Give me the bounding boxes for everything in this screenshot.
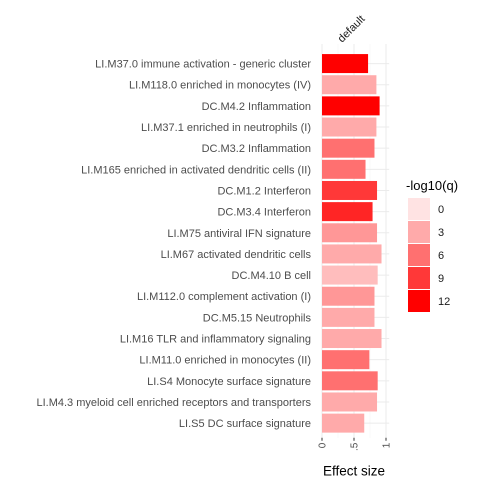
bar <box>322 202 373 222</box>
bar <box>322 244 382 264</box>
category-label: LI.M112.0 complement activation (I) <box>137 291 311 303</box>
x-axis-ticks: 0.5 1 <box>318 437 393 451</box>
bar <box>322 180 378 200</box>
legend-label: 6 <box>438 250 444 262</box>
column-label: default <box>336 13 368 45</box>
category-label: LI.M4.3 myeloid cell enriched receptors … <box>36 397 311 409</box>
category-label: LI.S5 DC surface signature <box>179 418 311 430</box>
bar <box>322 329 382 349</box>
bar <box>322 159 366 179</box>
bar <box>322 307 375 327</box>
bar <box>322 54 369 74</box>
legend-swatch <box>408 244 430 266</box>
bar <box>322 138 375 158</box>
legend-label: 12 <box>438 296 450 308</box>
bar <box>322 286 375 306</box>
bar <box>322 371 378 391</box>
category-label: LI.M37.1 enriched in neutrophils (I) <box>141 122 311 134</box>
bar-group <box>322 54 382 433</box>
legend-swatch <box>408 267 430 289</box>
x-axis-title: Effect size <box>323 464 385 479</box>
legend-label: 9 <box>438 273 444 285</box>
category-label: LI.M37.0 immune activation - generic clu… <box>95 59 311 71</box>
category-label: DC.M1.2 Interferon <box>217 185 311 197</box>
legend: -log10(q) 0 3 6 9 12 <box>406 178 458 312</box>
bar <box>322 392 378 412</box>
bar <box>322 223 378 243</box>
legend-title: -log10(q) <box>406 178 458 193</box>
bar <box>322 350 370 370</box>
x-tick-label: 0 <box>318 442 329 448</box>
category-labels: LI.M37.0 immune activation - generic clu… <box>36 59 311 431</box>
legend-swatch <box>408 221 430 243</box>
category-label: DC.M3.2 Inflammation <box>202 143 311 155</box>
category-label: DC.M3.4 Interferon <box>217 207 311 219</box>
legend-swatch <box>408 198 430 220</box>
bar <box>322 75 377 95</box>
category-label: LI.S4 Monocyte surface signature <box>147 376 311 388</box>
category-label: LI.M16 TLR and inflammatory signaling <box>120 334 311 346</box>
category-label: DC.M4.10 B cell <box>232 270 311 282</box>
category-label: LI.M118.0 enriched in monocytes (IV) <box>129 80 311 92</box>
bar <box>322 413 365 433</box>
category-label: LI.M67 activated dendritic cells <box>161 249 312 261</box>
category-label: DC.M4.2 Inflammation <box>202 101 311 113</box>
legend-label: 0 <box>438 204 444 216</box>
x-tick-label: 1 <box>382 442 393 448</box>
bar <box>322 117 377 137</box>
x-tick-label: .5 <box>350 442 361 451</box>
category-label: LI.M165 enriched in activated dendritic … <box>81 164 311 176</box>
category-label: LI.M11.0 enriched in monocytes (II) <box>139 355 311 367</box>
category-label: LI.M75 antiviral IFN signature <box>167 228 311 240</box>
legend-label: 3 <box>438 227 444 239</box>
bar <box>322 265 378 285</box>
category-label: DC.M5.15 Neutrophils <box>203 312 312 324</box>
bar <box>322 96 380 116</box>
legend-swatch <box>408 290 430 312</box>
